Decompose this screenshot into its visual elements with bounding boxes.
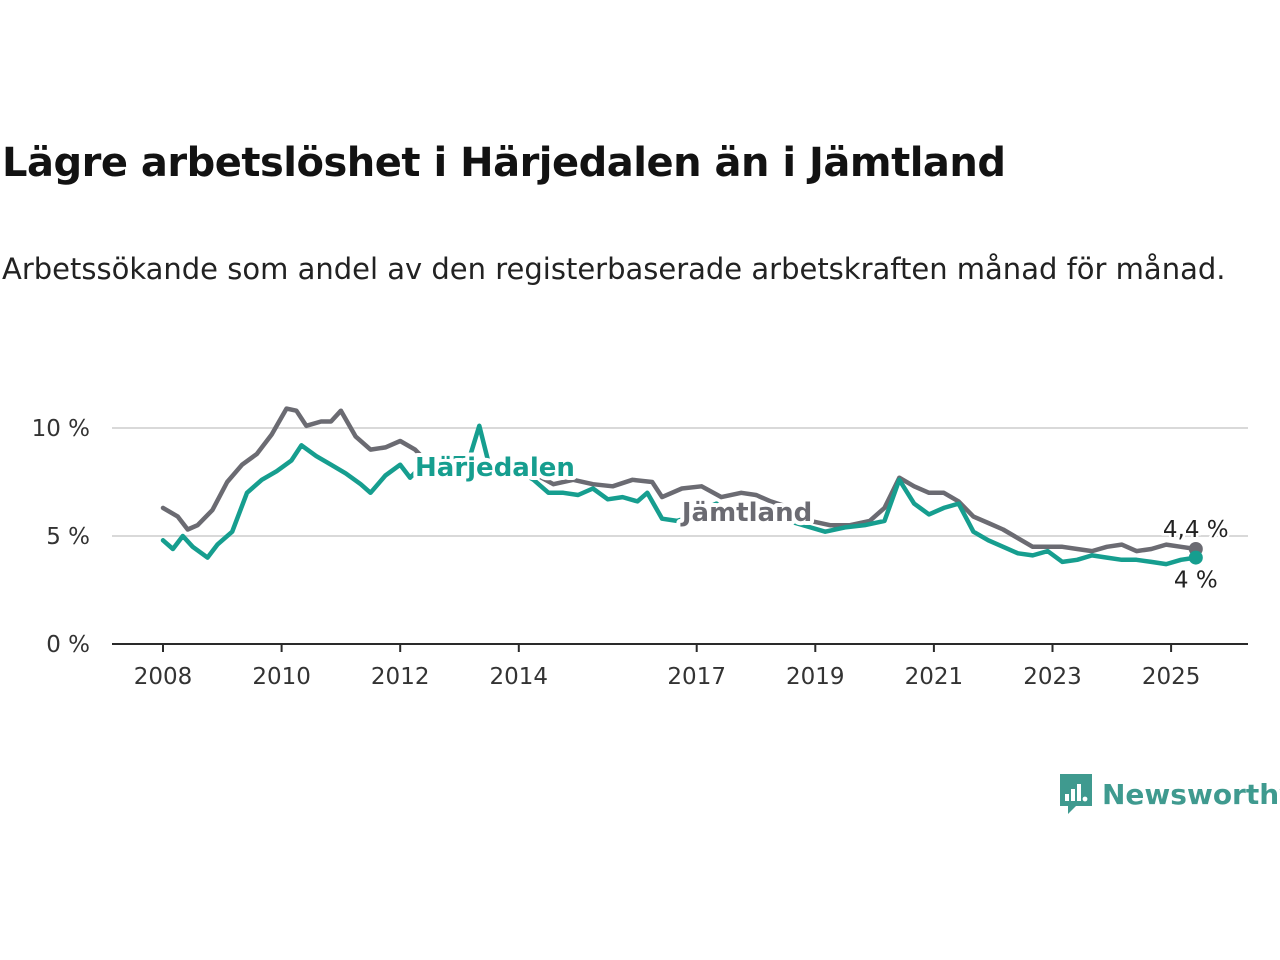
series-label-jämtland: Jämtland — [680, 498, 812, 528]
x-tick-label: 2023 — [1023, 664, 1082, 690]
series-line-härjedalen — [160, 423, 1199, 567]
series-label-härjedalen: Härjedalen — [415, 453, 575, 483]
x-tick-label: 2010 — [252, 664, 311, 690]
chart-title: Lägre arbetslöshet i Härjedalen än i Jäm… — [2, 140, 1006, 186]
x-tick-label: 2008 — [134, 664, 193, 690]
bar-chart-speech-bubble-icon — [1060, 774, 1092, 814]
y-axis-ticks: 0 % 5 % 10 % — [32, 416, 90, 658]
end-label-jämtland: 4,4 % — [1163, 517, 1229, 543]
x-tick-label: 2014 — [490, 664, 549, 690]
newsworthy-brand: Newsworthy — [1058, 772, 1280, 816]
chart-subtitle: Arbetssökande som andel av den registerb… — [2, 252, 1226, 286]
y-tick-label: 0 % — [46, 632, 90, 658]
x-tick-label: 2012 — [371, 664, 430, 690]
end-label-härjedalen: 4 % — [1174, 568, 1218, 594]
series-lines — [160, 406, 1203, 567]
x-axis: 2008 2010 2012 2014 2017 2019 2021 2023 2025 — [112, 643, 1248, 690]
series-labels: Jämtland 4,4 % Härjedalen 4 % — [411, 449, 1231, 596]
gridlines — [112, 427, 1248, 537]
x-tick-label: 2019 — [786, 664, 845, 690]
x-tick-label: 2017 — [667, 664, 726, 690]
y-tick-label: 10 % — [32, 416, 90, 442]
line-chart: 0 %5 %10 % 2008 2010 2012 2014 2017 2019 2021 2… — [32, 406, 1248, 690]
brand-name: Newsworthy — [1102, 777, 1280, 811]
end-point-härjedalen — [1188, 550, 1203, 565]
x-tick-label: 2025 — [1142, 664, 1201, 690]
x-tick-label: 2021 — [905, 664, 964, 690]
series-line-jämtland — [160, 406, 1199, 554]
y-tick-label: 5 % — [46, 524, 90, 550]
